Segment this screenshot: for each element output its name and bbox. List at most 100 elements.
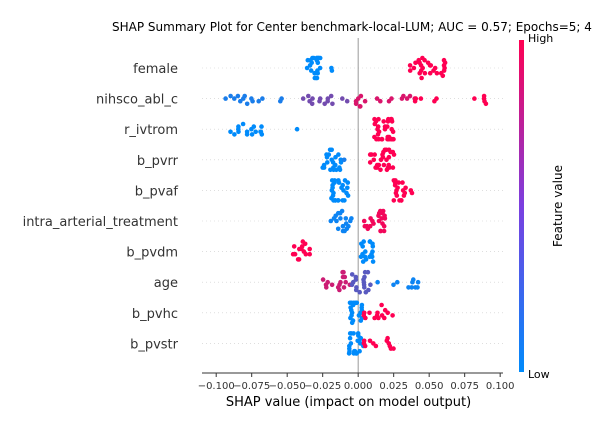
shap-point bbox=[358, 93, 364, 99]
shap-point bbox=[337, 287, 342, 293]
shap-point bbox=[432, 98, 437, 104]
feature-label: b_pvstr bbox=[130, 337, 179, 352]
colorbar-low-label: Low bbox=[528, 368, 550, 381]
shap-point bbox=[244, 132, 250, 137]
shap-point bbox=[362, 285, 367, 290]
shap-point bbox=[347, 331, 353, 336]
shap-point bbox=[311, 55, 317, 61]
shap-point bbox=[367, 338, 373, 344]
shap-point bbox=[315, 70, 321, 76]
feature-label: intra_arterial_treatment bbox=[23, 215, 178, 230]
shap-point bbox=[340, 182, 346, 188]
shap-point bbox=[305, 57, 311, 63]
shap-point bbox=[244, 101, 250, 107]
shap-point bbox=[325, 98, 331, 104]
shap-point bbox=[403, 185, 408, 191]
shap-point bbox=[340, 96, 345, 101]
shap-point bbox=[358, 318, 364, 323]
x-tick-label: −0.100 bbox=[198, 381, 235, 392]
shap-point bbox=[375, 132, 381, 137]
shap-point bbox=[294, 126, 300, 132]
shap-point bbox=[399, 198, 404, 203]
shap-point bbox=[342, 274, 348, 280]
shap-point bbox=[368, 216, 373, 221]
colorbar-high-label: High bbox=[528, 32, 553, 45]
shap-point bbox=[367, 160, 373, 165]
shap-point bbox=[322, 101, 328, 107]
shap-point bbox=[358, 254, 364, 260]
shap-point bbox=[400, 180, 405, 185]
shap-point bbox=[395, 279, 400, 285]
shap-point bbox=[385, 335, 390, 341]
feature-label: b_pvrr bbox=[137, 154, 179, 169]
shap-point bbox=[372, 116, 377, 122]
shap-point bbox=[344, 98, 350, 104]
shap-point bbox=[390, 129, 396, 135]
shap-point bbox=[355, 331, 361, 336]
shap-point bbox=[228, 129, 233, 135]
shap-point bbox=[353, 287, 359, 293]
shap-point bbox=[407, 68, 413, 73]
shap-point bbox=[307, 251, 313, 257]
feature-label: age bbox=[154, 276, 178, 291]
shap-point bbox=[256, 98, 262, 104]
shap-point bbox=[369, 254, 375, 260]
shap-point bbox=[376, 116, 381, 122]
shap-point bbox=[368, 282, 373, 288]
shap-point bbox=[325, 160, 330, 165]
shap-point bbox=[381, 228, 387, 234]
shap-point bbox=[236, 124, 241, 129]
shap-point bbox=[357, 104, 363, 109]
shap-point bbox=[386, 147, 392, 153]
shap-point bbox=[381, 223, 387, 229]
shap-point bbox=[328, 93, 334, 99]
shap-point bbox=[337, 167, 343, 173]
shap-point bbox=[375, 279, 380, 285]
shap-point bbox=[336, 152, 341, 157]
shap-point bbox=[375, 124, 381, 129]
shap-point bbox=[431, 68, 436, 73]
shap-point bbox=[362, 223, 368, 229]
shap-point bbox=[407, 63, 413, 68]
shap-point bbox=[483, 101, 489, 107]
shap-point bbox=[320, 165, 326, 170]
shap-point bbox=[253, 129, 258, 135]
shap-point bbox=[346, 351, 352, 356]
shap-point bbox=[378, 228, 383, 234]
shap-point bbox=[401, 93, 406, 99]
shap-point bbox=[307, 246, 313, 252]
shap-point bbox=[353, 274, 359, 280]
shap-point bbox=[367, 152, 373, 157]
shap-point bbox=[367, 310, 372, 316]
shap-point bbox=[232, 132, 237, 137]
shap-point bbox=[349, 272, 355, 277]
shap-point bbox=[338, 160, 344, 165]
shap-point bbox=[235, 93, 241, 99]
shap-point bbox=[372, 315, 377, 321]
shap-point bbox=[422, 70, 428, 76]
shap-point bbox=[374, 96, 380, 101]
shap-point bbox=[372, 152, 378, 157]
shap-point bbox=[291, 244, 297, 249]
shap-point bbox=[341, 285, 347, 290]
x-tick-label: 0.050 bbox=[415, 381, 444, 392]
shap-point bbox=[345, 185, 350, 191]
shap-point bbox=[391, 198, 397, 203]
shap-point bbox=[425, 60, 431, 66]
shap-point bbox=[373, 343, 379, 349]
shap-point bbox=[242, 93, 247, 99]
shap-point bbox=[341, 269, 346, 275]
shap-point bbox=[362, 343, 368, 349]
shap-point bbox=[379, 136, 385, 142]
shap-point bbox=[378, 98, 383, 104]
shap-point bbox=[362, 98, 368, 104]
shap-point bbox=[349, 216, 354, 221]
shap-point bbox=[349, 320, 355, 326]
shap-point bbox=[342, 198, 347, 203]
shap-point bbox=[382, 315, 387, 321]
shap-point bbox=[382, 124, 388, 129]
shap-point bbox=[412, 98, 418, 104]
shap-point bbox=[359, 302, 365, 308]
shap-point bbox=[420, 55, 425, 61]
x-tick-label: 0.000 bbox=[344, 381, 373, 392]
